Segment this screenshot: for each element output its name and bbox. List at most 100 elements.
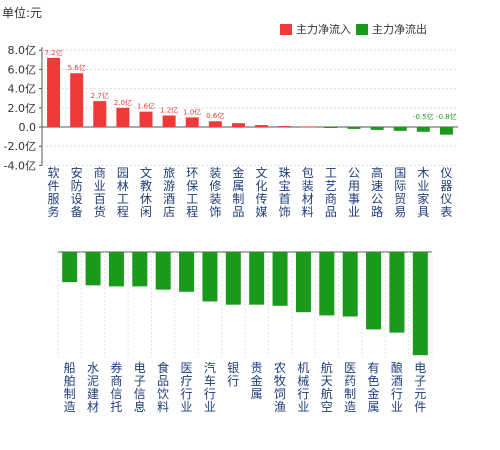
category-label: 商 <box>110 373 122 388</box>
category-label: 行 <box>181 387 193 401</box>
category-label: 行 <box>391 387 403 401</box>
category-label: 料 <box>157 400 169 414</box>
legend-inflow-label: 主力净流入 <box>296 23 351 36</box>
bar-装修装饰 <box>208 121 222 127</box>
category-label: 建 <box>87 387 99 401</box>
category-label: 路 <box>371 204 383 219</box>
category-label: 装 <box>209 192 221 206</box>
bar-环保工程 <box>185 117 199 127</box>
category-label: 工 <box>325 166 337 180</box>
category-label: 车 <box>204 373 216 388</box>
bar-安防设备 <box>70 73 84 127</box>
category-label: 银 <box>227 361 239 375</box>
category-label: 酿 <box>391 360 403 375</box>
bar-文教休闲 <box>139 111 153 127</box>
unit-label: 单位:元 <box>2 6 43 20</box>
category-label: 游 <box>163 179 175 193</box>
category-label: 速 <box>371 179 383 193</box>
y-tick-label: -4.0亿 <box>4 159 36 172</box>
category-label: 工 <box>117 192 129 206</box>
category-label: 商 <box>94 165 106 180</box>
category-label: 园 <box>117 166 129 180</box>
category-label: 高 <box>371 165 383 180</box>
category-label: 酒 <box>391 374 403 388</box>
category-label: 休 <box>140 192 152 206</box>
bar-公用事业 <box>347 127 361 129</box>
category-label: 店 <box>163 205 175 219</box>
category-label: 金 <box>251 373 263 388</box>
category-label: 业 <box>391 400 403 414</box>
category-label: 造 <box>64 400 76 414</box>
category-label: 行 <box>204 387 216 401</box>
bar-机械行业 <box>295 252 311 313</box>
category-label: 文 <box>140 165 152 180</box>
bar-文化传媒 <box>255 125 269 127</box>
y-tick-label: 6.0亿 <box>8 63 37 76</box>
category-label: 化 <box>256 179 268 193</box>
category-label: 水 <box>87 361 99 375</box>
category-label: 品 <box>232 205 244 219</box>
bar-农牧饲渔 <box>272 252 288 306</box>
category-label: 属 <box>232 179 244 193</box>
bar-国际贸易 <box>393 127 407 131</box>
category-label: 托 <box>110 400 122 414</box>
category-label: 国 <box>394 166 406 180</box>
y-tick-label: 2.0亿 <box>8 102 37 115</box>
bar-食品饮料 <box>155 252 171 290</box>
bar-航天航空 <box>319 252 335 316</box>
category-label: 设 <box>71 192 83 206</box>
bar-珠宝首饰 <box>278 126 292 128</box>
category-label: 制 <box>344 387 356 401</box>
bar-园林工程 <box>116 107 130 127</box>
category-label: 饰 <box>279 205 291 219</box>
bar-医药制造 <box>342 252 358 317</box>
category-label: 包 <box>302 166 314 180</box>
category-label: 械 <box>297 373 309 388</box>
category-label: 器 <box>440 179 452 193</box>
bar-船舶制造 <box>62 252 78 283</box>
legend-outflow-swatch <box>356 23 368 35</box>
category-label: 有 <box>368 361 380 375</box>
category-label: 贸 <box>394 192 406 206</box>
category-label: 家 <box>417 191 429 206</box>
bar-仪器仪表 <box>439 127 453 135</box>
category-label: 疗 <box>181 374 193 388</box>
category-label: 商 <box>325 191 337 206</box>
category-label: 电 <box>134 361 146 375</box>
category-label: 渔 <box>274 400 286 414</box>
category-label: 造 <box>344 400 356 414</box>
y-tick-label: 0.0 <box>19 121 37 134</box>
category-label: 信 <box>110 387 122 401</box>
category-label: 仪 <box>440 192 452 206</box>
legend-inflow[interactable]: 主力净流入 <box>280 21 351 37</box>
category-label: 元 <box>414 387 426 401</box>
category-label: 业 <box>94 179 106 193</box>
category-label: 首 <box>279 192 291 206</box>
category-label: 备 <box>71 205 83 219</box>
category-label: 仪 <box>440 166 452 180</box>
bar-电子元件 <box>412 252 428 356</box>
value-label: 7.2亿 <box>44 48 62 57</box>
category-label: 务 <box>48 204 60 219</box>
category-label: 具 <box>417 205 429 219</box>
category-label: 修 <box>209 178 221 193</box>
category-label: 装 <box>209 166 221 180</box>
category-label: 机 <box>297 361 309 375</box>
category-label: 材 <box>302 192 314 206</box>
category-label: 色 <box>368 374 380 388</box>
category-label: 服 <box>48 192 60 206</box>
category-label: 工 <box>186 192 198 206</box>
category-label: 船 <box>64 361 76 375</box>
legend-outflow[interactable]: 主力净流出 <box>356 21 427 37</box>
category-label: 货 <box>94 204 106 219</box>
category-label: 医 <box>181 361 193 375</box>
category-label: 业 <box>297 400 309 414</box>
value-label: 2.7亿 <box>91 91 109 100</box>
bar-金属制品 <box>231 123 245 127</box>
y-tick-label: -2.0亿 <box>4 140 36 153</box>
category-label: 舶 <box>64 373 76 388</box>
category-label: 贵 <box>251 361 263 375</box>
category-label: 保 <box>186 179 198 193</box>
category-label: 业 <box>181 400 193 414</box>
